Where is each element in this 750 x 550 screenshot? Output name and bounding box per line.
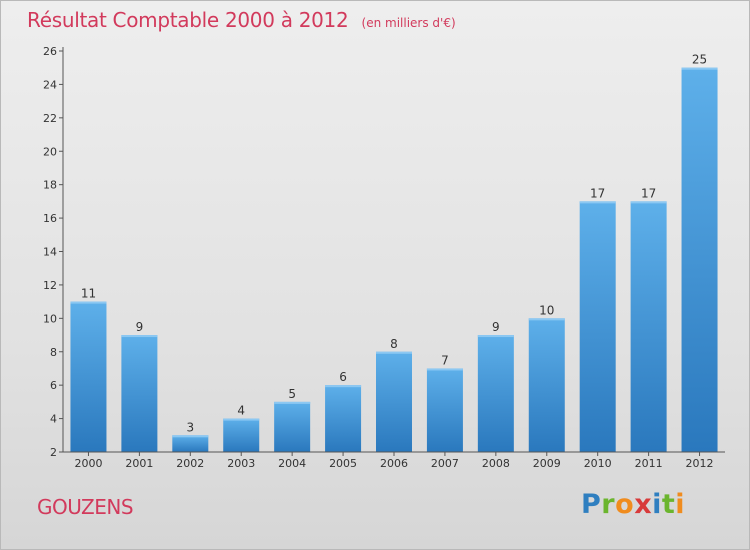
bar-value-label: 17 (641, 186, 656, 200)
x-tick-label: 2001 (125, 457, 153, 470)
bar (172, 435, 209, 452)
logo-letter: i (652, 489, 662, 520)
bar-value-label: 8 (390, 337, 398, 351)
y-tick-label: 24 (43, 78, 57, 91)
proxiti-logo: Proxiti (581, 489, 685, 520)
logo-letter: i (675, 489, 686, 520)
x-tick-label: 2009 (533, 457, 561, 470)
bar (223, 418, 260, 452)
bar-value-label: 5 (288, 387, 296, 401)
bar-highlight (528, 318, 565, 321)
bar-highlight (172, 435, 209, 438)
x-tick-label: 2005 (329, 457, 357, 470)
bar-value-label: 17 (590, 186, 605, 200)
y-tick-label: 20 (43, 145, 57, 158)
x-axis: 2000 2001 2002 2003 2004 2005 2006 2007 2008 2009… (63, 451, 725, 470)
bar-value-label: 7 (441, 353, 449, 367)
bar-highlight (121, 335, 158, 338)
bar-highlight (630, 201, 667, 204)
bar-value-label: 10 (539, 303, 554, 317)
x-tick-label: 2010 (584, 457, 612, 470)
bar-value-label: 11 (81, 287, 96, 301)
logo-letter: o (615, 489, 635, 520)
x-tick-label: 2008 (482, 457, 510, 470)
bar-highlight (681, 67, 718, 70)
bar (579, 201, 616, 452)
bar-value-label: 9 (136, 320, 144, 334)
logo-letter: t (661, 489, 676, 520)
bar-highlight (223, 418, 260, 421)
bar-highlight (579, 201, 616, 204)
bar-value-label: 6 (339, 370, 347, 384)
y-tick-label: 26 (43, 45, 57, 58)
x-tick-label: 2006 (380, 457, 408, 470)
bar-highlight (70, 301, 107, 304)
place-name: GOUZENS (37, 495, 134, 519)
y-tick-label: 12 (43, 279, 57, 292)
bar (325, 385, 362, 452)
bar-highlight (426, 368, 463, 371)
x-tick-label: 2011 (635, 457, 663, 470)
y-tick-label: 18 (43, 179, 57, 192)
bar-highlight (376, 351, 412, 354)
bar-value-label: 4 (237, 404, 245, 418)
bar (681, 67, 718, 452)
y-tick-label: 14 (43, 246, 57, 259)
y-tick-label: 2 (50, 446, 57, 459)
bars: 11 9 3 4 5 6 8 7 9 10 17 17 25 (70, 53, 718, 452)
x-tick-label: 2002 (176, 457, 204, 470)
y-tick-label: 10 (43, 312, 57, 325)
bar-highlight (274, 401, 311, 404)
unit-text: (en milliers d'€) (361, 16, 456, 30)
y-tick-label: 8 (50, 346, 57, 359)
bar (121, 335, 158, 452)
y-tick-label: 4 (50, 413, 57, 426)
x-tick-label: 2003 (227, 457, 255, 470)
bar (630, 201, 667, 452)
y-tick-label: 16 (43, 212, 57, 225)
x-tick-label: 2000 (74, 457, 102, 470)
bar (376, 351, 412, 452)
bar-value-label: 3 (186, 420, 194, 434)
chart-title: Résultat Comptable 2000 à 2012 (en milli… (27, 8, 456, 32)
bar (274, 401, 311, 452)
title-text: Résultat Comptable 2000 à 2012 (27, 8, 349, 32)
x-tick-label: 2007 (431, 457, 459, 470)
logo-letter: x (634, 489, 653, 520)
y-tick-label: 6 (50, 379, 57, 392)
logo-letter: r (601, 489, 616, 520)
bar-value-label: 9 (492, 320, 500, 334)
bar-value-label: 25 (692, 53, 707, 67)
bar-highlight (477, 335, 514, 338)
y-tick-label: 22 (43, 112, 57, 125)
logo-letter: P (581, 489, 602, 520)
bar (477, 335, 514, 452)
bar-highlight (325, 385, 362, 388)
x-tick-label: 2012 (686, 457, 714, 470)
bar (426, 368, 463, 452)
bar (528, 318, 565, 452)
bar (70, 301, 107, 452)
x-tick-label: 2004 (278, 457, 306, 470)
